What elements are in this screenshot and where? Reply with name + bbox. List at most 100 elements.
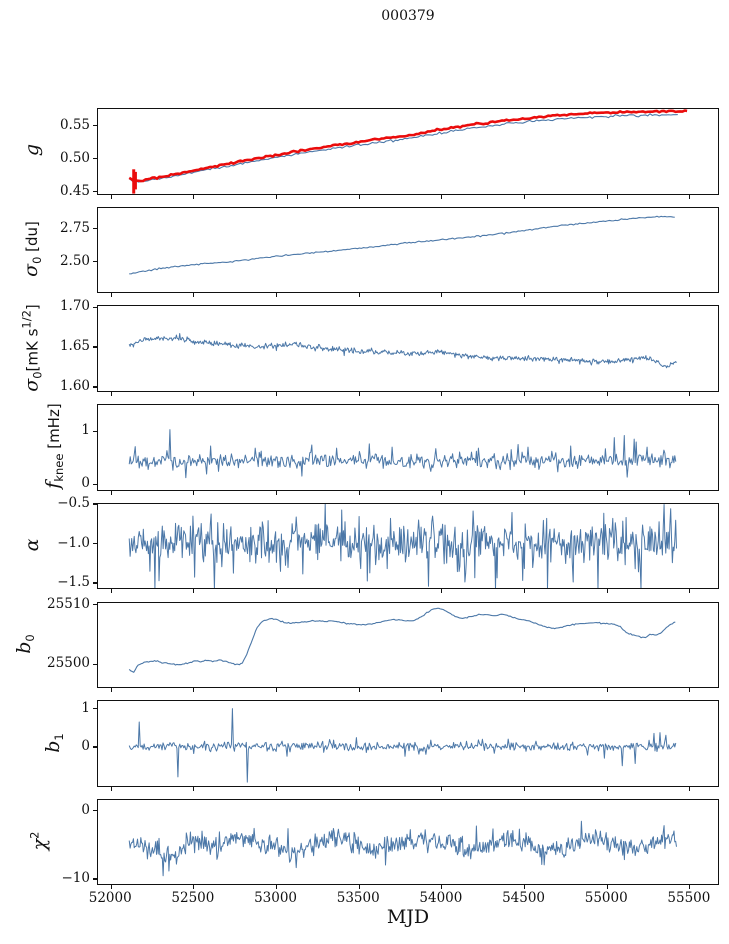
tick-mark — [606, 490, 608, 495]
y-tick-label: 0 — [81, 801, 90, 818]
plot-area-b0 — [128, 607, 676, 673]
y-axis-label-part: σ — [20, 378, 43, 392]
tick-mark — [358, 688, 360, 693]
y-tick-label: 25500 — [47, 655, 90, 672]
tick-mark — [93, 261, 97, 263]
tick-mark — [93, 227, 97, 230]
tick-mark — [110, 688, 112, 693]
y-tick-label: 25510 — [47, 595, 90, 612]
tick-mark — [441, 688, 443, 693]
y-tick-label: 2.75 — [59, 219, 90, 236]
tick-mark — [689, 688, 691, 693]
tick-mark — [93, 306, 97, 308]
tick-mark — [193, 490, 195, 495]
tick-mark — [110, 786, 112, 791]
y-tick-label: 1.65 — [59, 338, 90, 355]
tick-mark — [193, 589, 195, 594]
x-tick-label: 55500 — [667, 890, 711, 906]
tick-mark — [110, 490, 112, 495]
tick-mark — [193, 885, 195, 890]
series-alpha — [128, 503, 677, 589]
x-tick-label: 54500 — [502, 890, 546, 906]
y-axis-label-part: b — [41, 740, 64, 753]
tick-mark — [193, 688, 195, 693]
panel-sigma0-mK: 1.60 1.65 1.70 — [60, 298, 719, 396]
y-axis-label-part: [du] — [22, 221, 41, 257]
y-axis-label-part: 0 — [30, 371, 45, 379]
y-axis-label-b0: b0 — [13, 634, 37, 654]
tick-mark — [93, 582, 97, 584]
plot-area-fknee — [128, 429, 677, 479]
tick-mark — [275, 391, 278, 396]
y-axis-label-part: 0 — [22, 634, 37, 642]
tick-mark — [689, 194, 691, 199]
y-axis-label-part: 0 — [29, 256, 44, 264]
tick-mark — [441, 786, 443, 791]
y-tick-label: 1 — [81, 699, 90, 716]
y-axis-label-part: ] — [23, 303, 42, 310]
tick-mark — [93, 483, 97, 485]
panel-sigma0-du: 2.50 2.75 — [60, 206, 719, 298]
tick-mark — [441, 885, 443, 890]
series-chi2 — [128, 820, 677, 877]
y-tick-label: 0.45 — [59, 182, 90, 199]
tick-mark — [93, 158, 97, 160]
y-tick-label: −1.0 — [57, 534, 90, 551]
tick-mark — [275, 688, 278, 693]
tick-mark — [275, 786, 278, 791]
tick-mark — [93, 878, 97, 880]
plot-area-alpha — [128, 503, 677, 589]
series-sigma0-mK — [128, 333, 677, 369]
tick-mark — [193, 786, 195, 791]
tick-mark — [358, 194, 360, 199]
y-axis-label-part: b — [12, 641, 35, 654]
tick-mark — [358, 885, 360, 890]
tick-mark — [523, 688, 526, 693]
y-axis-label-sigma0-mK: σ0[mK s1/2] — [19, 304, 44, 392]
tick-mark — [358, 589, 360, 594]
y-axis-label-g: g — [21, 144, 43, 156]
tick-mark — [358, 786, 360, 791]
series-g-red — [128, 109, 688, 183]
y-axis-label-part: [mK s — [23, 328, 42, 372]
plot-area-b1 — [128, 708, 677, 783]
y-axis-label-part: [mHz] — [44, 403, 63, 454]
tick-mark — [441, 391, 443, 396]
x-axis-label: MJD — [386, 906, 430, 928]
plot-area-chi2 — [128, 820, 677, 877]
tick-mark — [93, 746, 97, 748]
tick-mark — [358, 490, 360, 495]
tick-mark — [93, 810, 97, 812]
tick-mark — [523, 391, 526, 396]
figure-title: 000379 — [381, 8, 435, 24]
tick-mark — [523, 786, 526, 791]
tick-mark — [606, 589, 608, 594]
tick-mark — [93, 708, 97, 710]
tick-mark — [523, 293, 526, 298]
plot-area-g — [128, 109, 688, 194]
tick-mark — [441, 490, 443, 495]
y-tick-label: −1.5 — [57, 574, 90, 591]
y-tick-label: 0 — [81, 737, 90, 754]
tick-mark — [110, 194, 112, 199]
panel-alpha: −1.5 −1.0 −0.5 — [57, 495, 719, 594]
y-axis-label-chi2: χ2 — [28, 832, 51, 851]
plot-area-sigma0-mK — [128, 333, 677, 369]
tick-mark — [93, 346, 97, 348]
y-tick-label: 2.50 — [59, 252, 90, 269]
y-tick-label: 0 — [81, 475, 90, 492]
tick-mark — [193, 391, 195, 396]
tick-mark — [358, 293, 360, 298]
tick-mark — [93, 386, 97, 388]
tick-mark — [523, 490, 526, 495]
tick-mark — [110, 589, 112, 594]
y-axis-label-part: σ — [19, 263, 42, 277]
tick-mark — [275, 885, 278, 890]
y-axis-label-fknee: fknee [mHz] — [42, 404, 66, 489]
tick-mark — [93, 542, 97, 545]
tick-mark — [93, 125, 97, 127]
x-tick-label: 55000 — [584, 890, 628, 906]
tick-mark — [441, 194, 443, 199]
tick-mark — [689, 490, 691, 495]
